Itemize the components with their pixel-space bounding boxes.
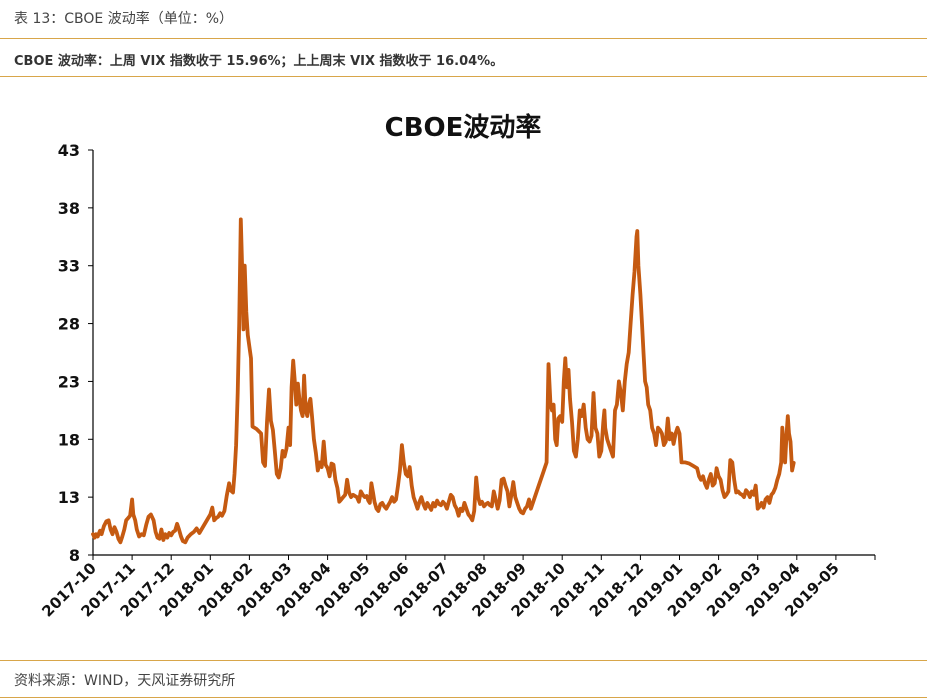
y-axis: 8 13 18 23 28 33 38 43 (58, 141, 94, 565)
bottom-divider (0, 660, 927, 661)
source-note: 资料来源：WIND，天风证券研究所 (14, 673, 236, 689)
series-layer (91, 217, 796, 545)
y-tick-label: 43 (58, 141, 80, 160)
y-tick-label: 23 (58, 372, 80, 391)
y-tick-label: 33 (58, 257, 80, 276)
series-line-0 (91, 217, 796, 545)
y-tick-label: 13 (58, 488, 80, 507)
middle-divider (0, 76, 927, 77)
top-divider (0, 38, 927, 39)
summary-text: CBOE 波动率：上周 VIX 指数收于 15.96%；上上周末 VIX 指数收… (14, 54, 504, 69)
footer-divider (0, 697, 927, 698)
y-tick-label: 8 (69, 546, 80, 565)
x-axis: 2017-102017-112017-122018-012018-022018-… (38, 554, 876, 621)
y-tick-label: 18 (58, 430, 80, 449)
y-tick-label: 38 (58, 199, 80, 218)
vix-line-chart: CBOE波动率 8 13 18 23 28 33 38 43 2017-102017-1120… (38, 112, 876, 621)
table-caption: 表 13：CBOE 波动率（单位：%） (14, 11, 234, 27)
y-tick-label: 28 (58, 315, 80, 334)
chart-title: CBOE波动率 (385, 112, 542, 143)
